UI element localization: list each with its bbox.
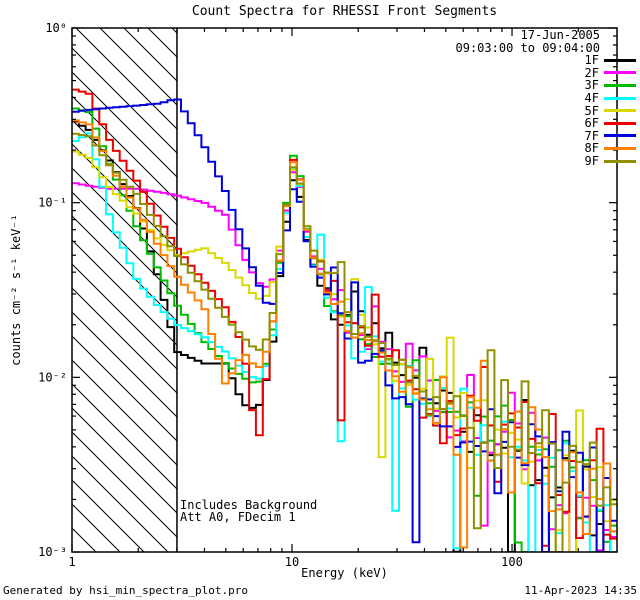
legend-item-9F: 9F bbox=[584, 154, 636, 169]
legend-color-swatch bbox=[604, 121, 636, 125]
legend-item-label: 7F bbox=[584, 128, 599, 143]
x-tick-label: 1 bbox=[68, 555, 75, 569]
legend-item-label: 2F bbox=[584, 65, 599, 80]
legend-item-7F: 7F bbox=[584, 128, 636, 143]
legend-color-swatch bbox=[604, 58, 636, 62]
footer-timestamp: 11-Apr-2023 14:35 bbox=[524, 584, 637, 597]
legend-item-3F: 3F bbox=[584, 78, 636, 93]
legend-item-label: 6F bbox=[584, 116, 599, 131]
spectrum-curve-9F bbox=[72, 132, 617, 552]
legend-item-6F: 6F bbox=[584, 116, 636, 131]
y-tick-label: 10⁰ bbox=[45, 21, 67, 35]
footer-generator: Generated by hsi_min_spectra_plot.pro bbox=[3, 584, 249, 597]
x-tick-label: 10 bbox=[285, 555, 299, 569]
legend-color-swatch bbox=[604, 109, 636, 113]
obs-time-range: 09:03:00 to 09:04:00 bbox=[455, 41, 601, 55]
legend-color-swatch bbox=[604, 159, 636, 163]
spectra-curves bbox=[72, 88, 617, 552]
x-axis-label: Energy (keV) bbox=[301, 566, 388, 580]
y-tick-label: 10⁻³ bbox=[38, 545, 67, 559]
y-tick-label: 10⁻¹ bbox=[38, 196, 67, 210]
x-tick-label: 100 bbox=[501, 555, 523, 569]
note-attenuation: Att A0, FDecim 1 bbox=[180, 510, 296, 524]
legend-item-8F: 8F bbox=[584, 141, 636, 156]
attenuated-region-hatch bbox=[72, 28, 177, 552]
y-tick-label: 10⁻² bbox=[38, 370, 67, 384]
legend-item-5F: 5F bbox=[584, 103, 636, 118]
legend-item-2F: 2F bbox=[584, 65, 636, 80]
legend-item-label: 4F bbox=[584, 91, 599, 106]
legend-item-label: 5F bbox=[584, 103, 599, 118]
legend-item-label: 3F bbox=[584, 78, 599, 93]
y-axis-label: counts cm⁻² s⁻¹ keV⁻¹ bbox=[9, 214, 23, 366]
spectrum-curve-8F bbox=[72, 119, 617, 549]
legend-color-swatch bbox=[604, 96, 636, 100]
chart-title: Count Spectra for RHESSI Front Segments bbox=[191, 4, 498, 19]
legend-item-1F: 1F bbox=[584, 53, 636, 68]
obs-date: 17-Jun-2005 bbox=[520, 28, 600, 42]
plot-frame bbox=[71, 27, 618, 553]
legend-item-label: 8F bbox=[584, 141, 599, 156]
legend-color-swatch bbox=[604, 83, 636, 87]
legend-color-swatch bbox=[604, 71, 636, 75]
spectrum-curve-6F bbox=[72, 88, 617, 547]
legend-item-4F: 4F bbox=[584, 91, 636, 106]
legend-item-label: 9F bbox=[584, 154, 599, 169]
legend-color-swatch bbox=[604, 146, 636, 150]
legend-color-swatch bbox=[604, 134, 636, 138]
legend: 1F 2F 3F 4F 5F 6F 7F 8F 9F bbox=[584, 53, 636, 169]
note-background: Includes Background bbox=[180, 498, 318, 512]
legend-item-label: 1F bbox=[584, 53, 599, 68]
